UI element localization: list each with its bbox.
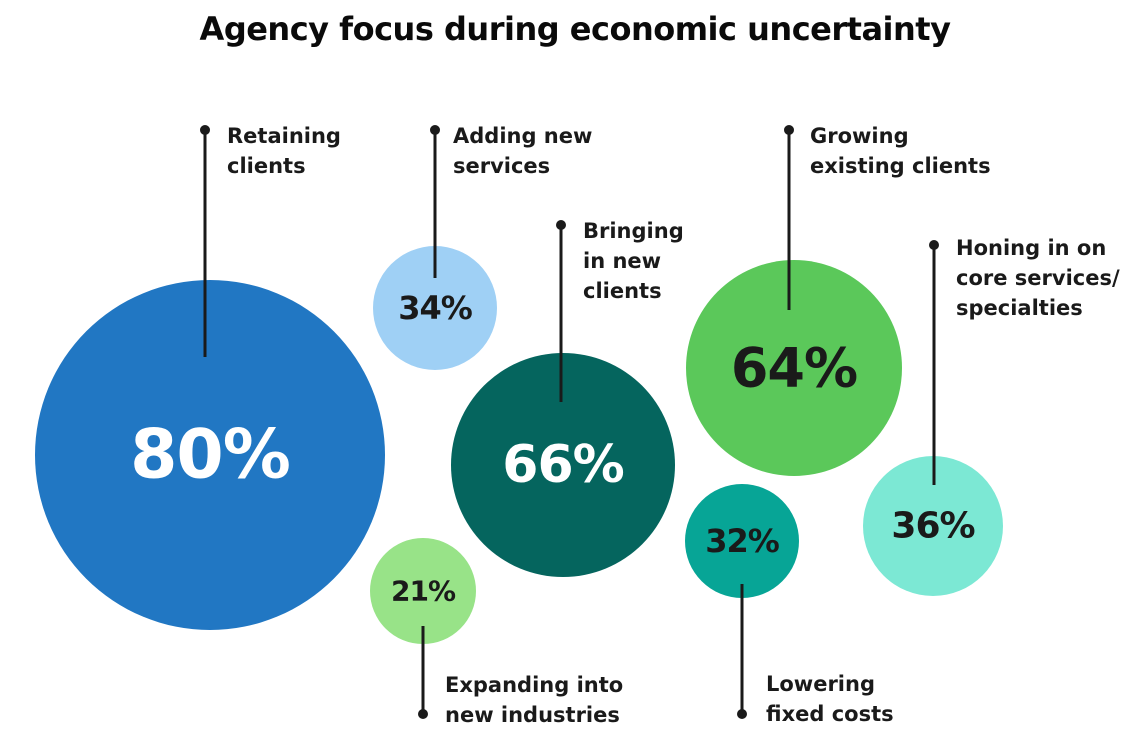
bubble-category-label: new industries [445,703,620,727]
bubble-category-label: Bringing [583,219,684,243]
bubble-circle [451,353,675,577]
chart-title: Agency focus during economic uncertainty [199,10,951,48]
bubble-value-label: 21% [391,575,456,608]
leader-dot [929,240,939,250]
leader-dot [200,125,210,135]
bubble-category-label: services [453,154,550,178]
bubble-value-label: 36% [891,506,974,547]
leader-dot [784,125,794,135]
bubble-honing-in-core-services: 36% Honing in on core services/specialties [863,236,1120,596]
bubble-retaining-clients: 80% Retaining clients [35,124,385,630]
bubble-category-label: specialties [956,296,1083,320]
bubble-category-label: Honing in on [956,236,1106,260]
bubble-lowering-fixed-costs: 32% Lowering fixed costs [685,484,894,726]
bubble-value-label: 64% [731,337,857,400]
bubble-circle [863,456,1003,596]
bubble-category-label: Retaining [227,124,341,148]
bubble-circle [685,484,799,598]
bubble-category-label: in new [583,249,661,273]
bubble-growing-existing-clients: 64% Growing existing clients [686,124,991,476]
bubble-category-label: fixed costs [766,702,894,726]
bubble-circle [373,246,497,370]
bubble-category-label: Expanding into [445,673,623,697]
bubble-category-label: Growing [810,124,909,148]
bubble-category-label: core services/ [956,266,1120,290]
bubble-value-label: 66% [502,435,623,495]
leader-dot [556,220,566,230]
bubble-expanding-into-new-industries: 21% Expanding into new industries [370,538,623,727]
bubble-bringing-in-new-clients: 66% Bringing in new clients [451,219,684,577]
bubble-value-label: 34% [398,289,473,327]
leader-dot [737,709,747,719]
bubble-circle [35,280,385,630]
bubble-category-label: Adding new [453,124,592,148]
bubble-category-label: clients [583,279,662,303]
bubble-value-label: 80% [130,416,290,495]
bubble-category-label: existing clients [810,154,991,178]
leader-dot [418,709,428,719]
bubble-circle [370,538,476,644]
bubble-circle [686,260,902,476]
leader-dot [430,125,440,135]
bubble-category-label: clients [227,154,306,178]
bubble-category-label: Lowering [766,672,875,696]
bubble-adding-new-services: 34% Adding new services [373,124,592,370]
bubble-value-label: 32% [705,522,780,560]
